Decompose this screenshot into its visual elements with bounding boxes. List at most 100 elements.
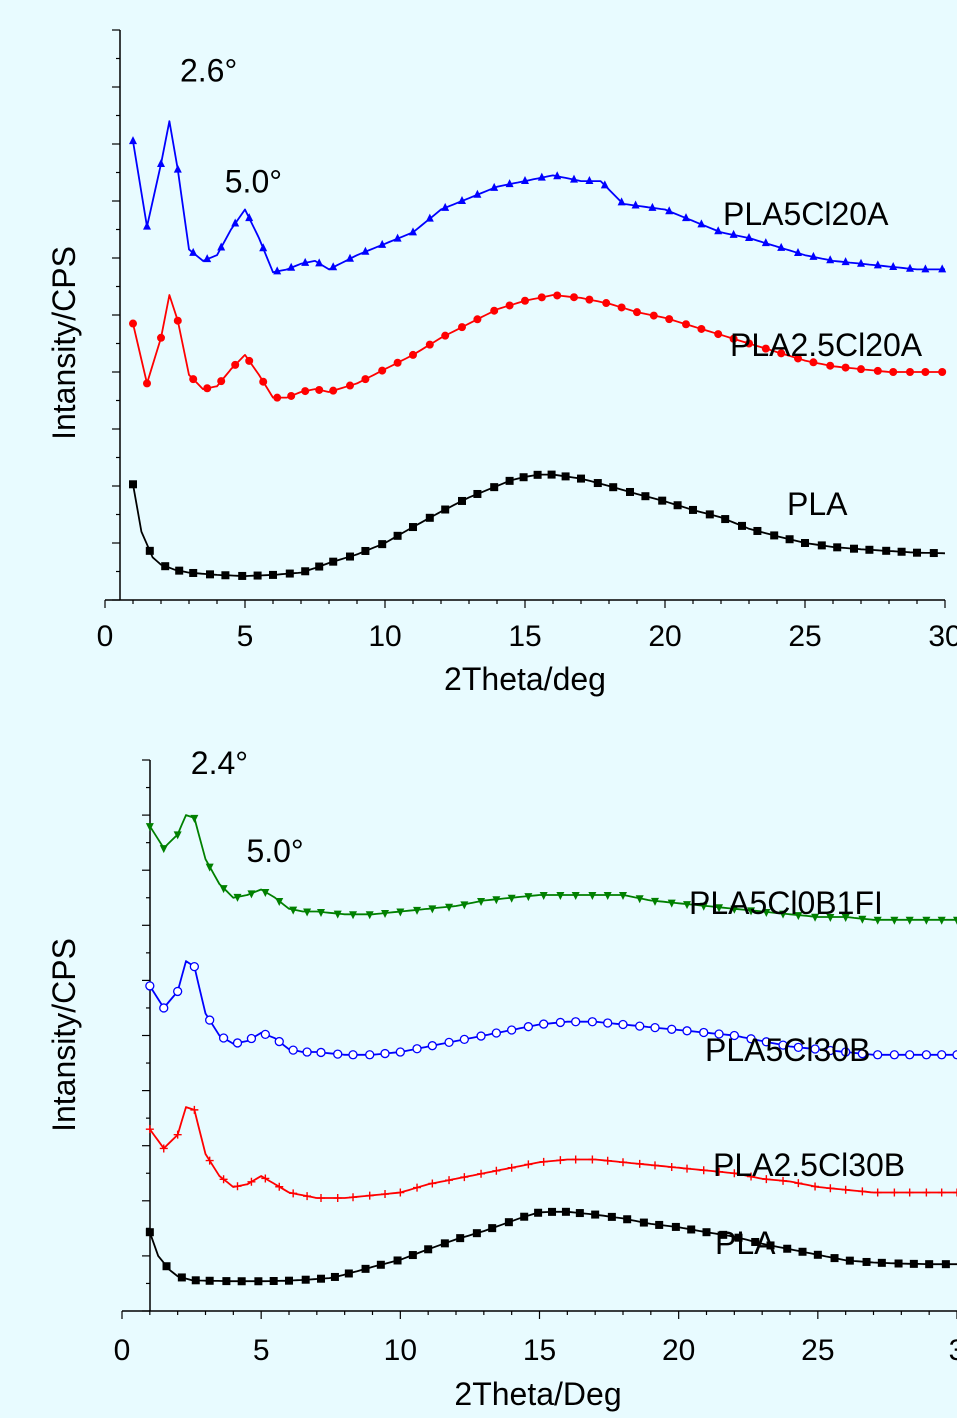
data-point: [745, 233, 753, 242]
x-tick-label: 0: [97, 620, 114, 653]
x-axis-label: 2Theta/deg: [444, 661, 606, 697]
data-point: [396, 908, 405, 917]
data-point: [425, 513, 434, 522]
data-point: [770, 531, 779, 540]
x-ticks: 0 5 10 15 20 25 3: [114, 1311, 957, 1367]
x-tick-label: 10: [368, 620, 401, 653]
data-point: [609, 483, 618, 492]
data-point: [937, 916, 946, 925]
data-point: [346, 552, 354, 561]
data-point: [159, 845, 168, 854]
data-point: [889, 1050, 900, 1060]
data-point: [507, 894, 516, 903]
data-point: [330, 1272, 339, 1281]
data-point: [381, 910, 390, 919]
data-point: [730, 905, 739, 914]
data-point: [705, 510, 714, 519]
data-point: [231, 360, 240, 369]
data-point: [301, 1275, 310, 1284]
data-point: [349, 1193, 358, 1202]
data-point: [651, 1161, 660, 1170]
series-line: [148, 1210, 957, 1283]
data-point: [667, 1163, 676, 1172]
series-label: PLA5Cl20A: [723, 196, 889, 232]
data-point: [929, 549, 938, 558]
data-point: [145, 981, 155, 991]
data-point: [738, 521, 746, 530]
data-point: [221, 571, 230, 580]
data-point: [344, 1269, 353, 1278]
data-point: [682, 213, 690, 222]
data-point: [801, 539, 809, 547]
data-point: [729, 334, 738, 343]
data-point: [697, 219, 706, 228]
data-point: [553, 291, 562, 300]
data-point: [361, 546, 370, 555]
data-point: [275, 1182, 284, 1191]
data-point: [779, 910, 788, 919]
data-point: [734, 1233, 743, 1242]
data-point: [588, 1155, 597, 1164]
data-point: [203, 384, 212, 393]
data-point: [289, 1189, 298, 1198]
data-point: [651, 897, 660, 906]
data-point: [413, 906, 422, 915]
series-label: PLA2.5Cl30B: [713, 1147, 905, 1183]
data-point: [247, 890, 256, 899]
data-point: [747, 1172, 756, 1181]
data-point: [285, 569, 294, 578]
data-point: [173, 831, 182, 840]
data-point: [673, 501, 682, 510]
data-point: [671, 1222, 680, 1231]
data-point: [699, 1166, 708, 1175]
data-point: [190, 814, 199, 823]
data-point: [882, 546, 891, 555]
y-axis-label: Intansity/CPS: [46, 938, 82, 1132]
data-point: [329, 557, 338, 566]
data-point: [761, 1037, 771, 1047]
data-point: [751, 1237, 760, 1246]
data-point: [189, 961, 200, 972]
data-point: [665, 206, 674, 215]
data-point: [303, 1192, 312, 1201]
series-PLA: PLA: [129, 470, 946, 580]
series-PLA2.5Cl30B: PLA2.5Cl30B: [145, 1105, 957, 1203]
data-point: [719, 1230, 728, 1239]
data-point: [458, 496, 466, 505]
data-point: [157, 333, 165, 342]
data-point: [287, 262, 296, 271]
data-point: [577, 474, 585, 483]
data-point: [260, 1029, 270, 1040]
data-point: [441, 202, 450, 211]
data-point: [793, 1042, 803, 1052]
data-point: [697, 324, 706, 333]
data-point: [906, 368, 914, 376]
data-point: [365, 1191, 374, 1200]
data-point: [607, 1212, 616, 1221]
data-point: [953, 916, 957, 925]
x-tick-label: 5: [237, 620, 254, 653]
data-point: [261, 888, 270, 897]
data-point: [667, 1024, 677, 1034]
data-point: [665, 315, 674, 324]
x-tick-label: 25: [801, 1334, 834, 1367]
data-point: [603, 1018, 613, 1028]
data-point: [683, 901, 692, 910]
data-point: [269, 570, 277, 579]
data-point: [285, 1276, 293, 1285]
data-point: [826, 361, 835, 370]
data-point: [857, 1049, 868, 1059]
data-point: [715, 1167, 724, 1176]
data-point: [233, 1182, 242, 1191]
data-point: [905, 1050, 915, 1060]
data-point: [145, 546, 154, 555]
data-point: [794, 354, 802, 363]
data-point: [173, 316, 182, 325]
data-point: [477, 898, 486, 907]
data-point: [841, 363, 850, 372]
y-ticks: [112, 29, 120, 601]
data-point: [761, 344, 770, 353]
data-point: [873, 366, 882, 375]
data-point: [289, 906, 298, 915]
data-point: [273, 266, 282, 275]
